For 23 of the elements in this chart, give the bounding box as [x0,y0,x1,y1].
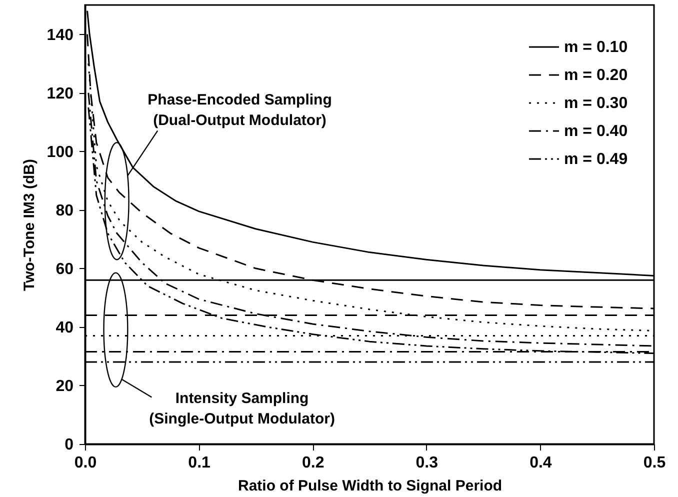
y-tick-label: 0 [64,436,74,454]
y-tick-label: 60 [56,260,74,278]
x-axis-title: Ratio of Pulse Width to Signal Period [238,478,502,494]
y-tick-label: 120 [46,85,74,102]
legend-label: m = 0.40 [564,123,628,140]
x-tick-label: 0.3 [416,454,438,472]
y-axis-title: Two-Tone IM3 (dB) [20,159,38,291]
x-tick-label: 0.0 [74,454,97,472]
legend-label: m = 0.49 [564,151,628,168]
x-tick-label: 0.5 [643,454,666,472]
legend-label: m = 0.30 [564,95,628,112]
x-tick-label: 0.4 [530,454,552,472]
y-tick-label: 20 [56,378,74,395]
y-tick-label: 140 [46,26,74,44]
y-tick-label: 100 [46,144,74,161]
legend-label: m = 0.10 [564,39,628,56]
x-tick-label: 0.1 [188,454,211,472]
y-tick-label: 80 [56,202,74,220]
legend-label: m = 0.20 [564,67,628,84]
y-tick-label: 40 [56,319,74,336]
x-tick-label: 0.2 [302,454,324,472]
annotation: Phase-Encoded Sampling (Dual-Output Modulator) [148,92,332,129]
annotation: Intensity Sampling (Single-Output Modulator) [149,390,335,428]
